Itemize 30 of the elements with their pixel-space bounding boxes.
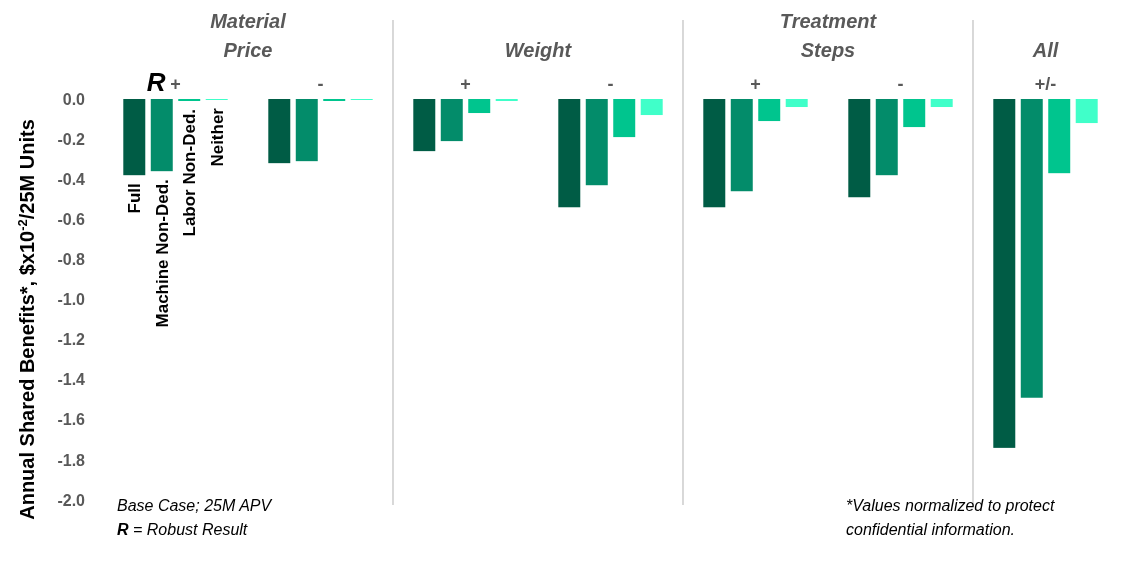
y-tick-label: -0.8: [57, 251, 86, 268]
text: Weight: [504, 39, 573, 61]
annotation: *Values normalized to protect confidential information.: [846, 497, 1055, 538]
x-tick-label: +: [460, 74, 471, 94]
x-tick-label: +: [170, 74, 181, 94]
y-tick-label: -2.0: [57, 491, 86, 509]
y-tick-label: -1.4: [57, 371, 86, 389]
y-tick-label: -0.2: [57, 130, 86, 148]
y-tick-label: -1.8: [57, 451, 86, 469]
y-tick-label: -1.2: [57, 331, 86, 349]
text: R: [146, 67, 166, 97]
y-tick-label: 0.0: [62, 90, 86, 108]
y-tick-label: -0.4: [57, 170, 86, 188]
y-tick-label: -1.0: [57, 291, 86, 309]
y-tick-label: -0.6: [57, 210, 86, 228]
text: Labor Non-Ded.: [180, 109, 200, 237]
text: All: [1031, 39, 1059, 61]
y-tick-label: -1.6: [57, 411, 86, 429]
x-tick-label: -: [607, 74, 614, 94]
x-tick-label: +: [750, 74, 761, 94]
text: R = Robust Result: [117, 521, 248, 538]
x-tick-label: -: [897, 74, 904, 94]
text: Treatment Steps: [779, 10, 878, 61]
text: Machine Non-Ded.: [152, 179, 172, 328]
text: Neither: [207, 107, 227, 167]
x-tick-label: +/-: [1034, 74, 1057, 94]
text: Material Price: [210, 10, 287, 61]
annotation: Base Case; 25M APV: [117, 497, 273, 514]
text: Full: [125, 183, 145, 214]
x-tick-label: -: [317, 74, 324, 94]
